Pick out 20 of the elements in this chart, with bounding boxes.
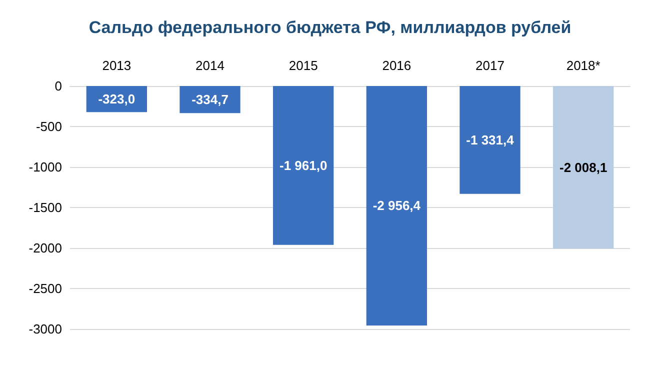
x-tick-label: 2018* — [566, 58, 600, 73]
data-label: -334,7 — [192, 92, 228, 108]
data-label: -2 956,4 — [372, 198, 422, 214]
x-tick-label: 2013 — [102, 58, 132, 73]
y-tick-label: 0 — [54, 78, 62, 94]
chart-title: Сальдо федерального бюджета РФ, миллиардов рублей — [88, 18, 572, 37]
y-tick-label: -500 — [36, 119, 62, 134]
y-tick-label: -2500 — [28, 281, 62, 296]
data-label: -1 331,4 — [466, 132, 515, 148]
data-label: -1 961,0 — [279, 158, 328, 173]
y-tick-label: -3000 — [28, 322, 62, 336]
y-tick-label: -1500 — [28, 200, 62, 215]
y-tick-label: -1000 — [28, 160, 62, 174]
x-tick-label: 2017 — [476, 58, 504, 73]
x-tick-label: 2016 — [382, 58, 412, 73]
data-label: -2 008,1 — [559, 160, 608, 175]
x-tick-label: 2015 — [288, 58, 318, 73]
data-label: -323,0 — [98, 92, 136, 107]
y-tick-label: -2000 — [28, 240, 62, 256]
x-tick-label: 2014 — [196, 58, 224, 73]
